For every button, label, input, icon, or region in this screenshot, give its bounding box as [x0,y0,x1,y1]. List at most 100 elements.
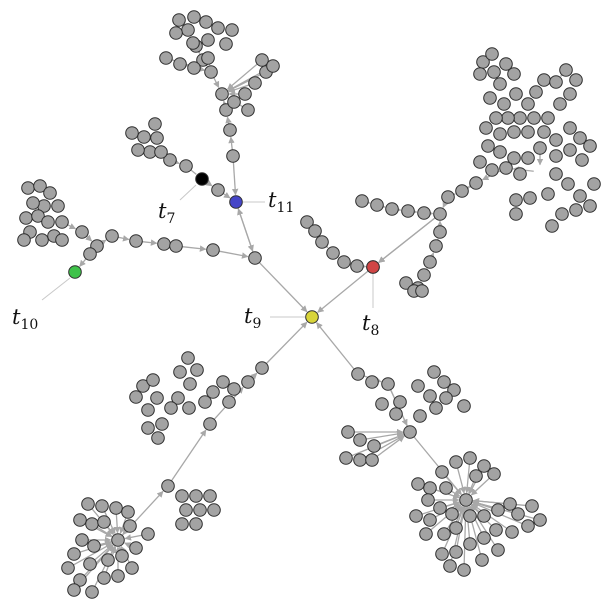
tree-node [413,409,427,423]
tree-node [201,51,215,65]
node-t8 [366,260,380,274]
tree-node [172,13,186,27]
tree-node [123,519,137,533]
tree-node [541,111,555,125]
tree-node [509,193,523,207]
tree-node [533,141,547,155]
tree-node [367,439,381,453]
tree-node [337,255,351,269]
label-t8: t8 [362,311,379,339]
tree-edge [470,477,490,496]
tree-edge [73,542,113,566]
tree-edge [376,435,405,457]
tree-node [227,382,241,396]
tree-node [491,543,505,557]
tree-node [173,57,187,71]
tree-node [223,123,237,137]
tree-node [439,391,453,405]
tree-node [129,541,143,555]
tree-node [187,10,201,24]
tree-node [353,433,367,447]
tree-node [445,507,459,521]
tree-node [26,196,40,210]
tree-node [417,206,431,220]
tree-node [575,153,589,167]
tree-node [389,407,403,421]
tree-node [499,161,513,175]
tree-node [129,234,143,248]
tree-node [73,513,87,527]
tree-node [457,563,471,577]
tree-node [429,239,443,253]
tree-node [350,259,364,273]
tree-node [255,53,269,67]
tree-node [131,143,145,157]
tree-node [55,215,69,229]
tree-node [549,149,563,163]
tree-node [226,149,240,163]
tree-node [159,51,173,65]
tree-node [549,167,563,181]
label-t7: t7 [158,199,175,227]
tree-node [587,177,601,191]
tree-node [136,379,150,393]
tree-node [513,167,527,181]
tree-node [483,91,497,105]
tree-node [137,130,151,144]
tree-node [415,284,429,298]
tree-node [401,204,415,218]
tree-node [511,507,525,521]
tree-node [439,481,453,495]
tree-edge [219,250,249,259]
tree-edge [442,200,449,208]
tree-node [469,176,483,190]
tree-node [206,385,220,399]
tree-edge [79,258,87,267]
tree-node [315,235,329,249]
tree-node [105,229,119,243]
tree-node [469,469,483,483]
tree-node [155,417,169,431]
tree-node [437,527,451,541]
tree-edge [190,169,197,175]
tree-node [189,517,203,531]
tree-node [365,453,379,467]
tree-edge [237,207,254,252]
tree-node [207,503,221,517]
tree-node [51,199,65,213]
tree-node [183,377,197,391]
tree-node [141,421,155,435]
tree-node [493,77,507,91]
tree-edge [67,223,77,230]
labels-layer: t7 t8 t9 t10 t11 [12,188,379,339]
tree-node [201,33,215,47]
tree-node [509,207,523,221]
tree-node [537,73,551,87]
tree-node [583,139,597,153]
tree-node [193,503,207,517]
tree-node [163,153,177,167]
tree-node [225,23,239,37]
tree-node [381,377,395,391]
node-t9 [305,310,319,324]
tree-node [423,481,437,495]
tree-node [161,479,175,493]
tree-node [427,365,441,379]
tree-node [175,517,189,531]
tree-edge [228,136,235,150]
tree-node [403,425,417,439]
tree-node [198,395,212,409]
tree-node [35,233,49,247]
tree-node [419,527,433,541]
tree-edge [122,527,130,535]
tree-node [455,184,469,198]
tree-edge [205,179,213,187]
tree-node [255,361,269,375]
tree-node [67,583,81,597]
tree-node [203,417,217,431]
tree-node [561,177,575,191]
tree-edge [107,526,115,535]
tree-node [499,57,513,71]
tree-node [521,519,535,533]
